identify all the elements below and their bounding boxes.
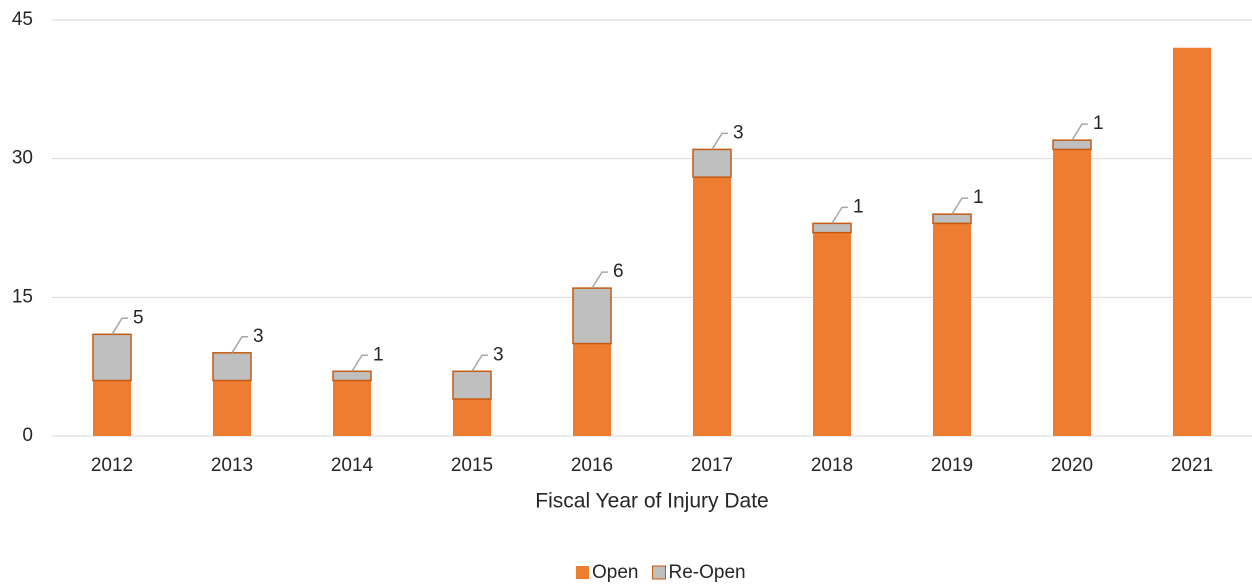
bar — [813, 232, 851, 436]
leader-line — [711, 132, 728, 150]
data-label: 1 — [373, 344, 384, 365]
leader-line — [1071, 123, 1088, 141]
bar — [1173, 47, 1211, 436]
bar — [572, 287, 612, 345]
data-label: 3 — [493, 344, 504, 365]
y-tick-label: 0 — [22, 425, 33, 446]
legend-label: Open — [592, 562, 638, 583]
x-tick-label: 2017 — [691, 455, 733, 476]
bar — [573, 343, 611, 436]
x-tick-label: 2020 — [1051, 455, 1093, 476]
x-tick-label: 2019 — [931, 455, 973, 476]
data-label: 1 — [853, 196, 864, 217]
bar — [212, 352, 252, 382]
bar — [692, 148, 732, 178]
legend-label: Re-Open — [668, 562, 745, 583]
y-tick-label: 45 — [12, 9, 33, 30]
bar — [332, 370, 372, 382]
leader-line — [471, 354, 488, 372]
y-tick-label: 15 — [12, 286, 33, 307]
x-tick-label: 2018 — [811, 455, 853, 476]
x-tick-label: 2012 — [91, 455, 133, 476]
bar — [693, 177, 731, 436]
bar — [93, 380, 131, 436]
bar — [333, 380, 371, 436]
bar — [1053, 149, 1091, 436]
leader-line — [591, 271, 608, 289]
x-tick-label: 2016 — [571, 455, 613, 476]
leader-line — [351, 354, 368, 372]
data-label: 3 — [733, 122, 744, 143]
bar — [933, 223, 971, 436]
data-label: 5 — [133, 307, 144, 328]
x-tick-label: 2013 — [211, 455, 253, 476]
bar — [1052, 139, 1092, 151]
data-label: 3 — [253, 326, 264, 347]
x-tick-label: 2014 — [331, 455, 374, 476]
leader-line — [231, 336, 248, 354]
x-tick-label: 2015 — [451, 455, 493, 476]
bar — [92, 333, 132, 382]
data-label: 1 — [1093, 113, 1104, 134]
bar — [932, 213, 972, 225]
y-tick-label: 30 — [12, 148, 33, 169]
bar — [213, 380, 251, 436]
bar — [453, 399, 491, 436]
leader-line — [111, 317, 128, 335]
bar — [452, 370, 492, 400]
bar — [812, 222, 852, 234]
legend-swatch — [651, 565, 666, 580]
data-label: 1 — [973, 187, 984, 208]
legend-swatch — [576, 566, 589, 579]
x-tick-label: 2021 — [1171, 455, 1213, 476]
x-axis-title: Fiscal Year of Injury Date — [535, 490, 768, 513]
data-label: 6 — [613, 261, 624, 282]
leader-line — [831, 206, 848, 224]
leader-line — [951, 197, 968, 215]
